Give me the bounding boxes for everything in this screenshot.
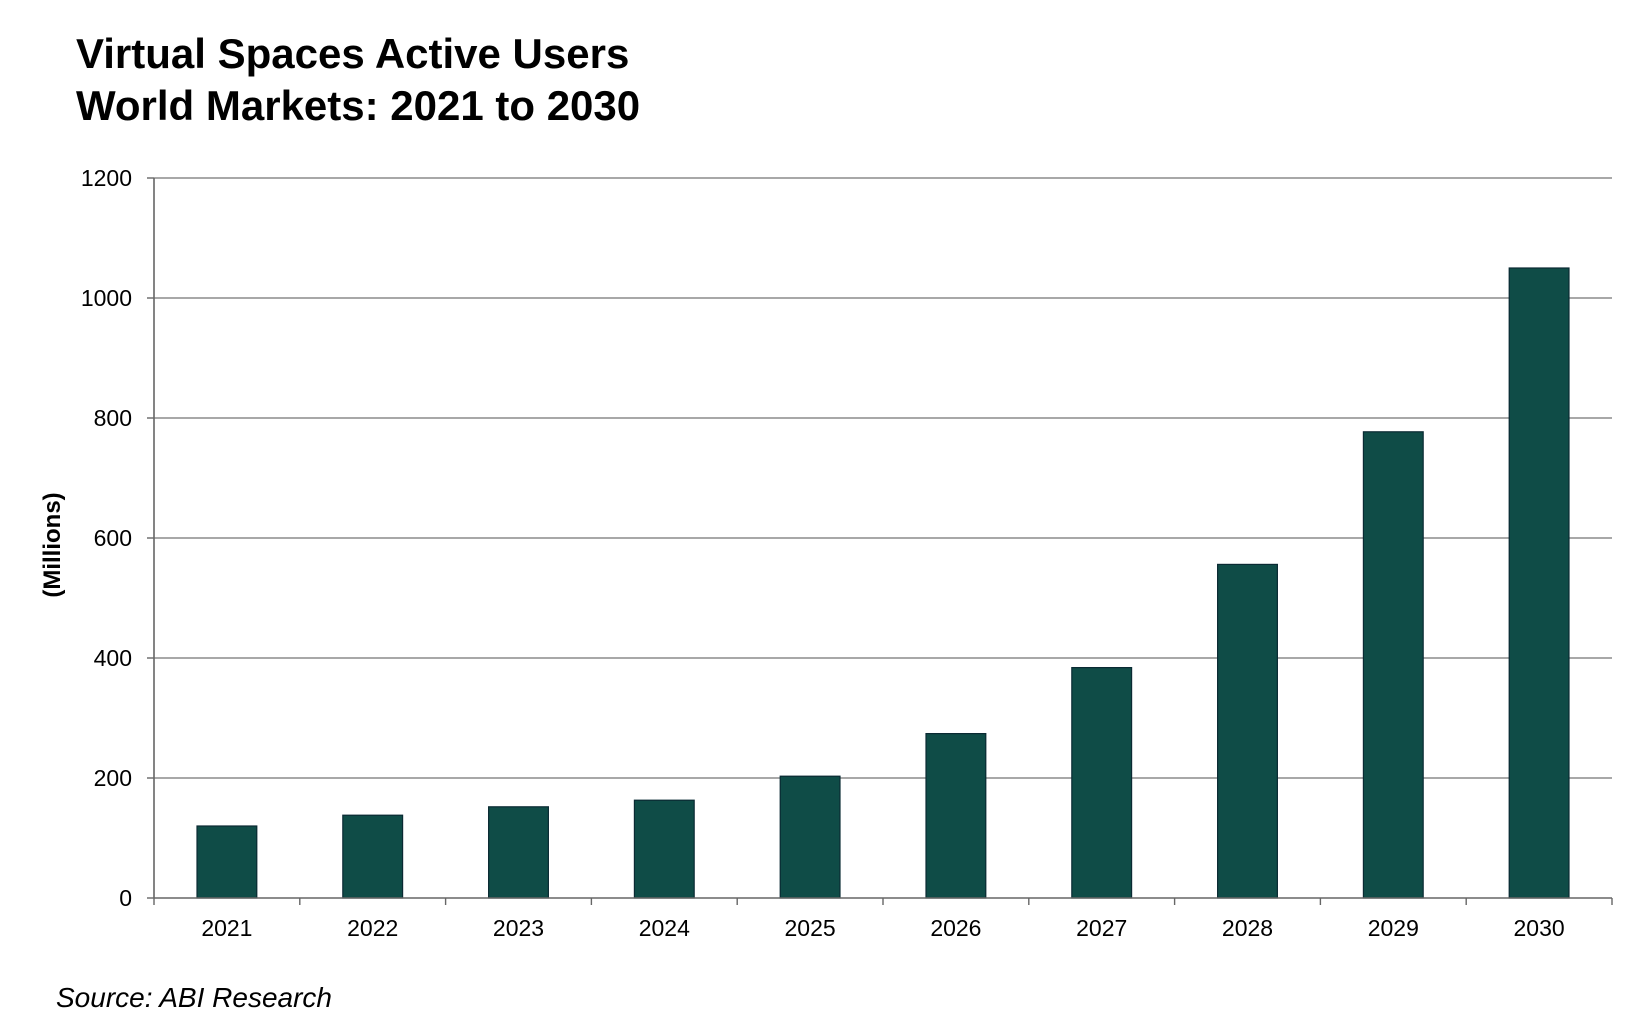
x-tick-label: 2030: [1514, 915, 1565, 941]
x-tick-label: 2028: [1222, 915, 1273, 941]
y-tick-label: 200: [94, 765, 132, 791]
bar-2025: [779, 775, 841, 899]
chart-title: Virtual Spaces Active Users: [76, 30, 630, 77]
x-tick-label: 2029: [1368, 915, 1419, 941]
source-note: Source: ABI Research: [56, 982, 332, 1013]
chart-title-block: Virtual Spaces Active Users World Market…: [76, 28, 640, 132]
chart-subtitle: World Markets: 2021 to 2030: [76, 82, 641, 129]
x-tick-label: 2021: [201, 915, 252, 941]
x-tick-label: 2023: [493, 915, 544, 941]
axes: [147, 177, 1613, 905]
y-tick-label: 1000: [81, 285, 132, 311]
y-tick-label: 1200: [81, 165, 132, 191]
bar-2021: [196, 825, 258, 899]
bar-2023: [488, 806, 549, 899]
bar-2029: [1362, 431, 1424, 899]
x-tick-label: 2027: [1076, 915, 1127, 941]
y-tick-label: 0: [119, 885, 132, 911]
x-tick-label: 2024: [639, 915, 690, 941]
x-tick-label: 2026: [930, 915, 981, 941]
y-tick-label: 400: [94, 645, 132, 671]
bar-2024: [633, 799, 695, 899]
x-tick-label: 2022: [347, 915, 398, 941]
y-axis-label: (Millions): [39, 492, 66, 597]
x-tick-labels: 2021 2022 2023 2024 2025 2026 2027 2028 2029 2030: [201, 915, 1564, 941]
y-tick-label: 800: [94, 405, 132, 431]
bar-2022: [342, 814, 404, 899]
bar-2028: [1217, 563, 1278, 899]
x-tick-label: 2025: [785, 915, 836, 941]
bar-2027: [1071, 666, 1133, 899]
bars: [196, 267, 1570, 899]
bar-2026: [925, 732, 987, 899]
y-tick-labels: 0 200 400 600 800 1000 1200: [81, 165, 132, 911]
bar-2030: [1508, 267, 1570, 899]
y-tick-label: 600: [94, 525, 132, 551]
